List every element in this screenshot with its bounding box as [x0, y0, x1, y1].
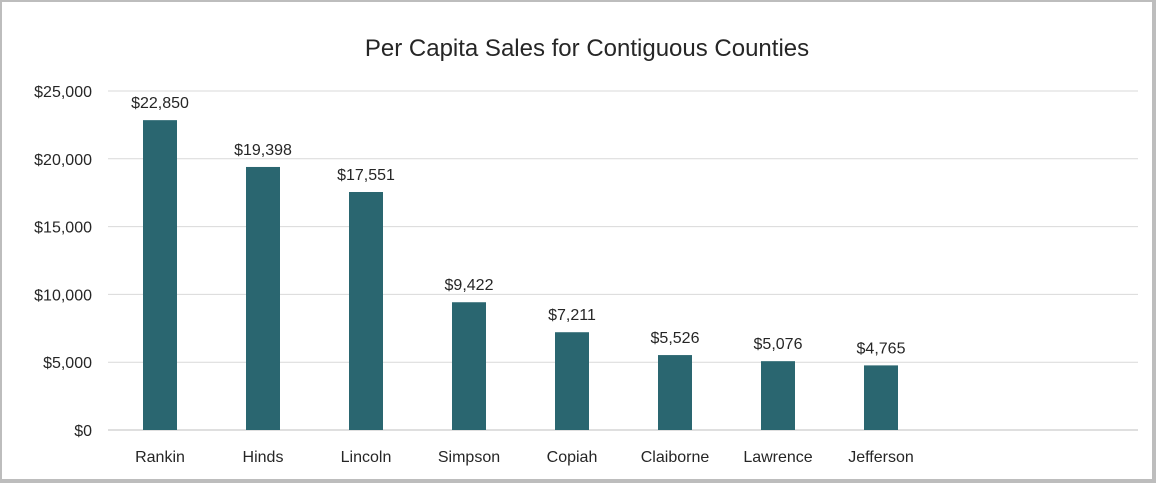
data-labels: $22,850 $19,398 $17,551 $9,422 $7,211 $5,526 $… [131, 95, 905, 357]
data-label: $7,211 [548, 307, 596, 324]
data-label: $22,850 [131, 95, 189, 112]
data-label: $19,398 [234, 142, 292, 159]
y-tick-label: $10,000 [34, 287, 92, 304]
data-label: $5,526 [651, 330, 700, 347]
data-label: $5,076 [754, 336, 803, 353]
bar-jefferson [864, 365, 898, 430]
category-label: Simpson [438, 449, 500, 466]
y-tick-label: $20,000 [34, 152, 92, 169]
bar-simpson [452, 302, 486, 430]
data-label: $17,551 [337, 167, 395, 184]
bar-copiah [555, 332, 589, 430]
bar-lincoln [349, 192, 383, 430]
category-label: Copiah [547, 449, 598, 466]
category-label: Lincoln [341, 449, 392, 466]
y-tick-label: $25,000 [34, 84, 92, 101]
x-axis-categories: Rankin Hinds Lincoln Simpson Copiah Claiborne… [135, 449, 914, 466]
bar-lawrence [761, 361, 795, 430]
data-label: $4,765 [857, 340, 906, 357]
category-label: Rankin [135, 449, 185, 466]
y-axis-ticks: $0 $5,000 $10,000 $15,000 $20,000 $25,000 [34, 84, 92, 440]
y-tick-label: $15,000 [34, 220, 92, 237]
y-tick-label: $0 [74, 423, 92, 440]
category-label: Lawrence [743, 449, 812, 466]
bar-hinds [246, 166, 280, 430]
chart-title: Per Capita Sales for Contiguous Counties [365, 35, 809, 62]
bar-rankin [143, 120, 177, 431]
category-label: Hinds [243, 449, 284, 466]
category-label: Jefferson [848, 449, 914, 466]
bar-claiborne [658, 355, 692, 430]
data-label: $9,422 [445, 277, 494, 294]
bars [143, 120, 898, 431]
category-label: Claiborne [641, 449, 710, 466]
y-tick-label: $5,000 [43, 355, 92, 372]
